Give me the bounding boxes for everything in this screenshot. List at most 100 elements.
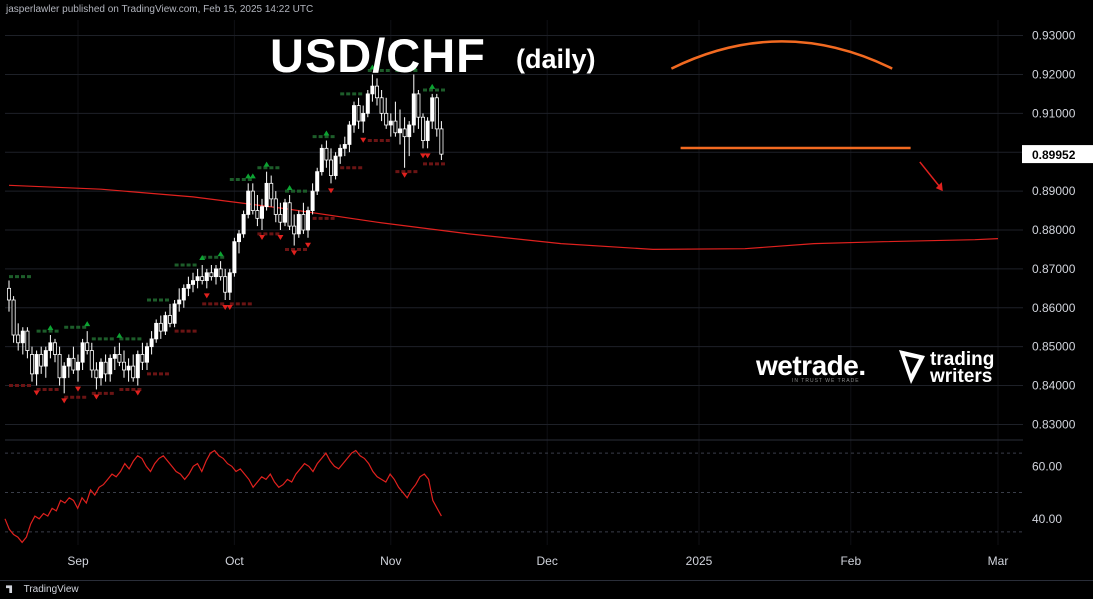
up-arrow-marker	[217, 251, 224, 257]
candle-body	[246, 190, 251, 215]
down-arrow-marker	[226, 305, 233, 310]
candle-body	[278, 214, 283, 223]
price-axis[interactable]: 0.930000.920000.910000.900000.890000.880…	[1022, 29, 1093, 432]
candle-body	[434, 97, 439, 130]
down-arrow-marker	[401, 172, 408, 178]
down-arrow-marker	[420, 153, 426, 159]
candle-body	[430, 97, 435, 122]
candle-body	[420, 116, 425, 141]
price-tick-label: 0.85000	[1032, 340, 1076, 354]
tradingview-text: TradingView	[23, 584, 79, 595]
candle-body	[287, 202, 292, 227]
candle-body	[126, 365, 131, 371]
candle-body	[370, 85, 375, 95]
candle-body	[186, 284, 191, 289]
candle-body	[351, 105, 356, 126]
candle-body	[407, 124, 412, 138]
candle-body	[379, 97, 384, 114]
down-arrow-marker	[222, 305, 229, 310]
last-price-badge	[1022, 145, 1093, 164]
up-arrow-marker	[249, 173, 256, 179]
wetrade-tagline: IN TRUST WE TRADE	[792, 378, 860, 384]
time-tick-label: Dec	[537, 554, 558, 568]
price-tick-label: 0.91000	[1032, 106, 1076, 120]
candle-body	[158, 322, 163, 332]
candle-body	[361, 112, 366, 122]
candle-body	[347, 124, 352, 145]
candle-body	[388, 120, 393, 126]
candle-body	[292, 225, 297, 235]
down-arrow-marker	[360, 137, 367, 143]
down-arrow-shaft	[919, 161, 942, 189]
candle-body	[200, 276, 205, 281]
candle-body	[122, 361, 127, 371]
up-arrow-marker	[263, 161, 270, 167]
candle-body	[181, 287, 186, 301]
candle-body	[213, 268, 218, 278]
time-tick-label: Oct	[225, 554, 244, 568]
candle-body	[190, 280, 195, 285]
price-tick-label: 0.87000	[1032, 262, 1076, 276]
down-arrow-marker	[33, 390, 40, 396]
candle-body	[393, 120, 398, 134]
up-arrow-marker	[369, 64, 376, 70]
time-tick-label: Nov	[380, 554, 401, 568]
candle-body	[255, 210, 260, 219]
candle-body	[53, 342, 58, 355]
candle-body	[7, 287, 12, 301]
time-tick-label: 2025	[686, 554, 713, 568]
down-arrow-marker	[61, 398, 68, 404]
candle-body	[108, 357, 113, 375]
candle-body	[71, 357, 76, 371]
candle-body	[439, 128, 444, 155]
candle-body	[172, 303, 177, 324]
candle-body	[374, 85, 379, 99]
candle-body	[140, 354, 145, 363]
down-arrow-marker	[93, 394, 100, 400]
head-arc-annotation	[670, 40, 893, 70]
chart-title: USD/CHF	[270, 29, 486, 82]
up-arrow-marker	[286, 185, 293, 190]
candle-body	[338, 147, 343, 157]
candle-body	[315, 171, 320, 192]
candlestick-series	[7, 74, 444, 394]
price-tick-label: 0.89000	[1032, 184, 1076, 198]
candle-body	[333, 155, 338, 176]
candle-body	[144, 346, 149, 363]
time-tick-label: Mar	[988, 554, 1009, 568]
candle-body	[356, 105, 361, 122]
candle-body	[16, 334, 21, 344]
up-arrow-marker	[323, 130, 330, 136]
candle-body	[131, 365, 136, 379]
tradingview-logo[interactable]: TradingView	[6, 581, 79, 599]
rsi-panel: 60.00 40.00	[4, 439, 1062, 544]
tradingview-icon	[6, 585, 13, 594]
candle-body	[328, 159, 333, 176]
up-arrow-marker	[410, 64, 417, 70]
candle-body	[269, 182, 274, 200]
candle-body	[117, 354, 122, 363]
candle-body	[365, 93, 370, 114]
published-header: jasperlawler published on TradingView.co…	[0, 0, 1093, 20]
up-arrow-marker	[116, 332, 123, 338]
down-arrow-marker	[305, 242, 311, 248]
price-tick-label: 0.86000	[1032, 301, 1076, 315]
up-arrow-marker	[84, 321, 91, 327]
down-arrow-marker	[424, 153, 431, 159]
candle-body	[384, 112, 389, 126]
candle-body	[250, 190, 255, 211]
time-axis[interactable]: Sep Oct Nov Dec 2025 Feb Mar	[67, 554, 1008, 568]
candle-body	[29, 354, 34, 375]
up-arrow-marker	[47, 325, 54, 330]
candle-body	[195, 276, 200, 281]
candle-body	[425, 120, 430, 141]
down-arrow-marker	[328, 188, 334, 194]
candle-body	[103, 361, 108, 375]
candle-body	[66, 357, 71, 367]
arrow-markers	[33, 64, 436, 404]
candle-body	[402, 128, 407, 138]
footer-bar: TradingView	[0, 580, 1093, 599]
candle-body	[25, 330, 30, 351]
ma-path	[8, 184, 999, 251]
